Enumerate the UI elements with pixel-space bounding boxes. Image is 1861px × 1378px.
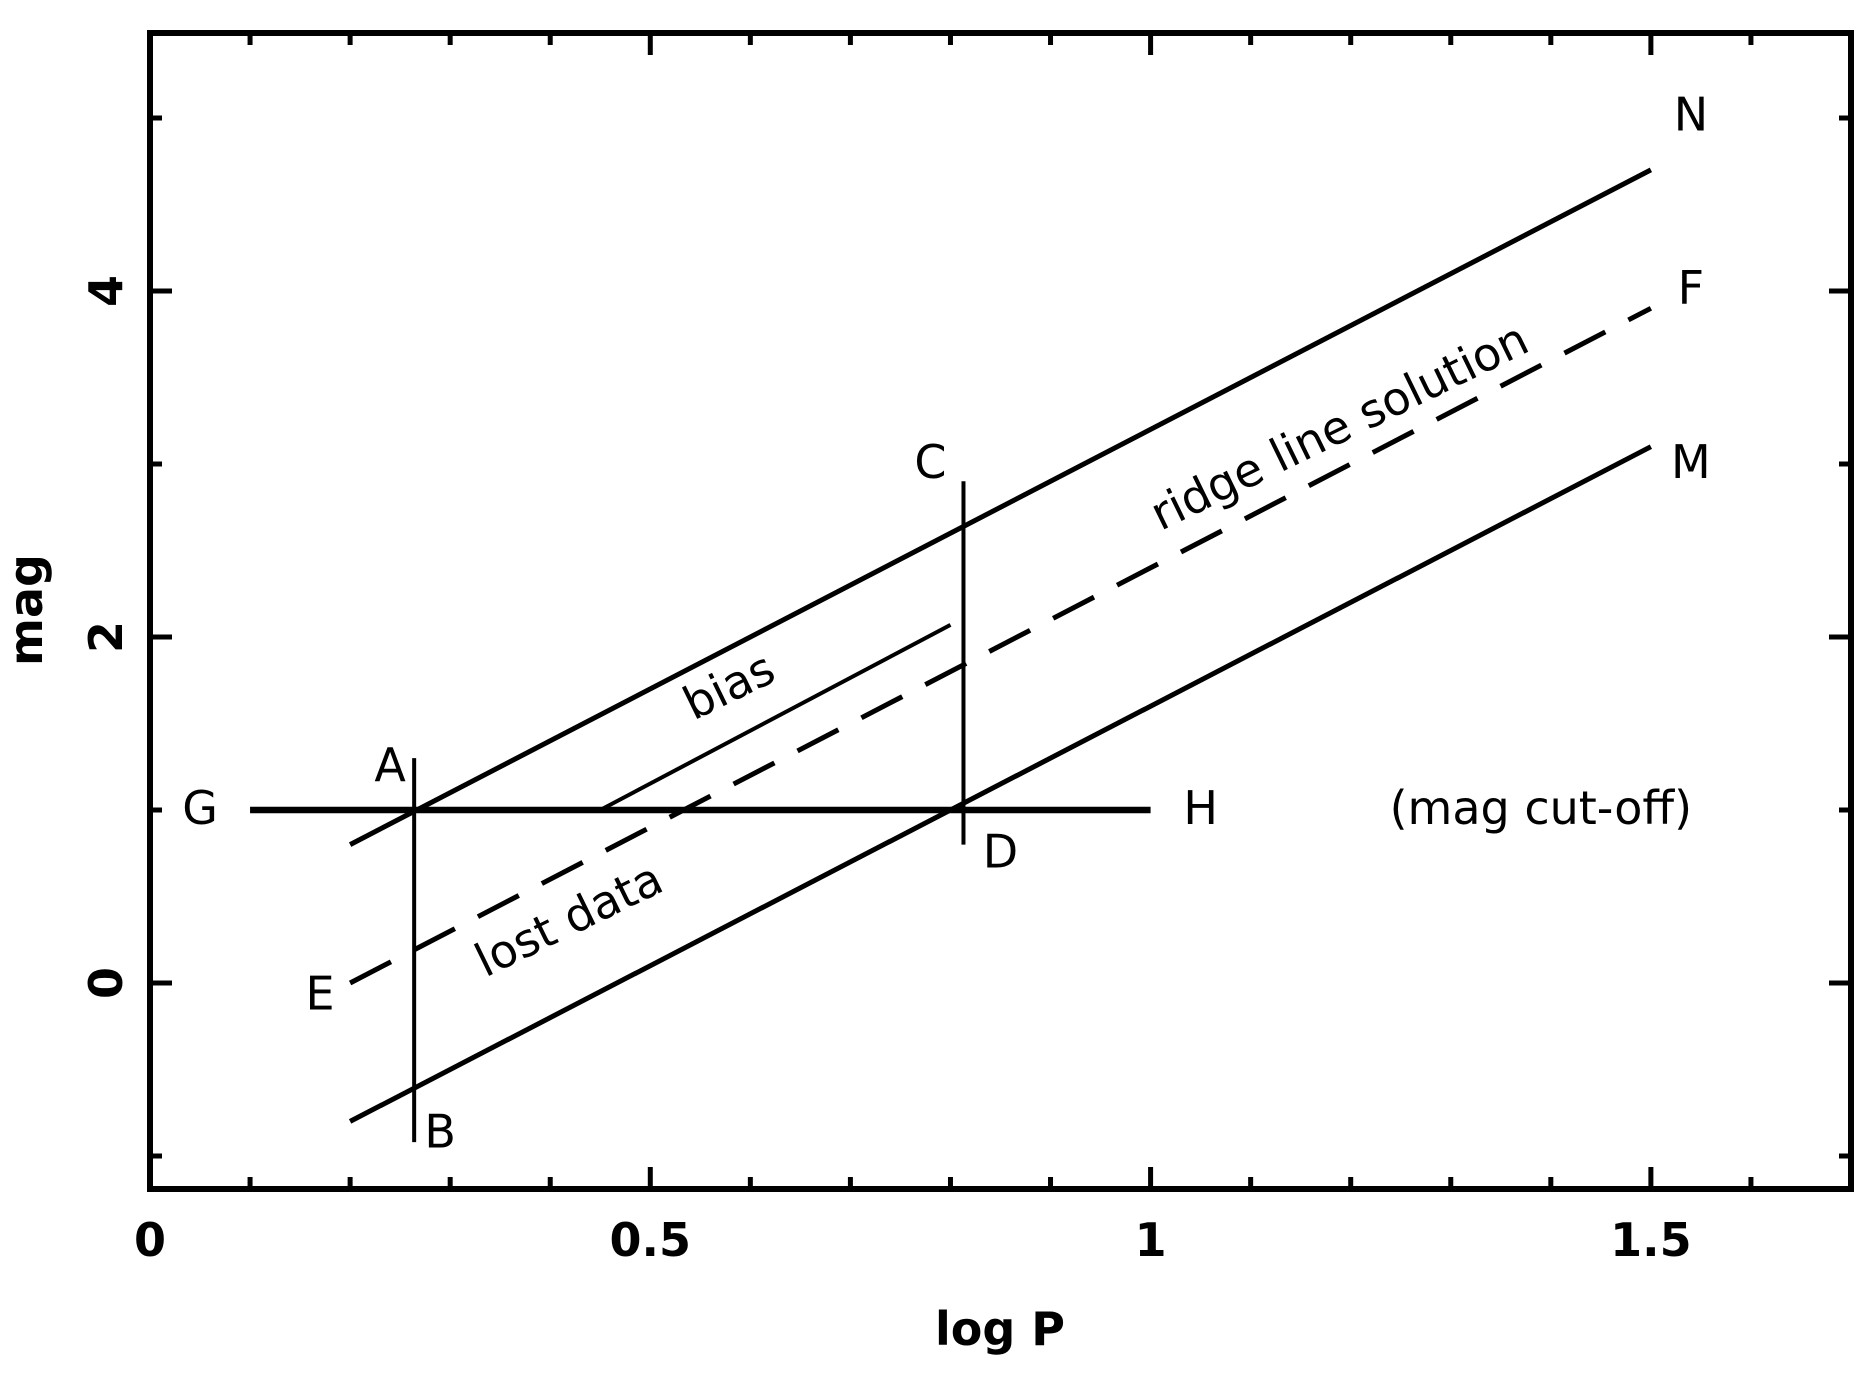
y-tick-label: 4 xyxy=(79,275,133,307)
line-ridge xyxy=(348,306,1653,986)
x-tick-label: 0.5 xyxy=(610,1213,692,1267)
annotation-mag-cut-off: (mag cut-off) xyxy=(1390,781,1692,835)
y-tick-label: 2 xyxy=(79,621,133,653)
annotation-ridge-line-solution: ridge line solution xyxy=(1142,312,1537,541)
annotations: N F M C A G H D E B (mag cut-off) bias ridge line so… xyxy=(182,88,1711,1159)
x-tick-label: 1.5 xyxy=(1610,1213,1692,1267)
y-axis-title: mag xyxy=(0,554,53,666)
annotation-m: M xyxy=(1671,435,1711,489)
series xyxy=(250,167,1653,1143)
annotation-n: N xyxy=(1674,88,1708,142)
annotation-a: A xyxy=(374,738,406,792)
annotation-f: F xyxy=(1678,261,1704,315)
line-upper xyxy=(348,167,1653,847)
ticks xyxy=(147,33,1851,1189)
y-tick-label: 0 xyxy=(79,967,133,999)
line-lower xyxy=(348,444,1653,1124)
annotation-d: D xyxy=(983,824,1018,878)
line-biased xyxy=(599,623,952,812)
x-axis-title: log P xyxy=(935,1302,1065,1356)
annotation-e: E xyxy=(306,966,335,1020)
annotation-bias: bias xyxy=(675,641,783,731)
annotation-b: B xyxy=(424,1105,456,1159)
annotation-h: H xyxy=(1183,781,1218,835)
annotation-g: G xyxy=(182,781,218,835)
annotation-c: C xyxy=(914,435,946,489)
x-tick-label: 0 xyxy=(134,1213,166,1267)
x-tick-label: 1 xyxy=(1135,1213,1167,1267)
tick-labels: 0 0.5 1 1.5 0 2 4 xyxy=(79,275,1692,1267)
plot-frame xyxy=(147,30,1854,1192)
